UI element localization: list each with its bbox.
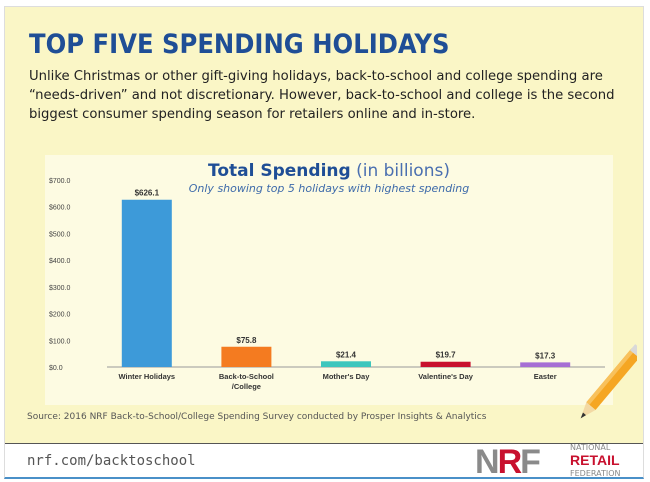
- x-tick-label: Back-to-School: [219, 372, 274, 381]
- bar: [121, 199, 172, 367]
- chart-title: Total Spending (in billions): [45, 161, 613, 181]
- chart-subtitle: Only showing top 5 holidays with highest…: [188, 182, 470, 195]
- content-area: TOP FIVE SPENDING HOLIDAYS Unlike Christ…: [5, 7, 643, 444]
- bar: [520, 362, 571, 367]
- logo-line3: FEDERATION: [570, 469, 621, 478]
- bar: [420, 361, 471, 367]
- logo-mark: NRF: [475, 443, 541, 481]
- y-tick-label: $400.0: [49, 258, 71, 265]
- intro-text: Unlike Christmas or other gift-giving ho…: [29, 69, 615, 122]
- x-tick-label: Mother's Day: [323, 372, 371, 381]
- y-tick-label: $600.0: [49, 205, 71, 212]
- page-title: TOP FIVE SPENDING HOLIDAYS: [29, 29, 450, 60]
- footer-url[interactable]: nrf.com/backtoschool: [27, 453, 196, 469]
- chart-panel: Total Spending (in billions) Only showin…: [45, 155, 613, 405]
- chart-title-suffix: (in billions): [356, 161, 450, 181]
- y-tick-label: $500.0: [49, 231, 71, 238]
- nrf-logo: NRF NATIONAL RETAIL FEDERATION: [475, 441, 635, 481]
- x-tick-label: /College: [232, 382, 261, 391]
- x-tick-label: Valentine's Day: [418, 372, 474, 381]
- bar-value-label: $17.3: [535, 351, 556, 360]
- y-tick-label: $0.0: [49, 365, 63, 372]
- pencil-icon: [580, 344, 637, 419]
- bar: [221, 346, 272, 367]
- y-tick-label: $300.0: [49, 285, 71, 292]
- logo-line1: NATIONAL: [570, 443, 611, 452]
- chart-title-main: Total Spending: [208, 161, 351, 181]
- logo-line2: RETAIL: [570, 452, 620, 468]
- y-tick-label: $200.0: [49, 312, 71, 319]
- bar-value-label: $21.4: [336, 350, 357, 359]
- x-tick-label: Winter Holidays: [118, 372, 175, 381]
- bar-value-label: $626.1: [135, 189, 160, 198]
- x-tick-label: Easter: [534, 372, 557, 381]
- bar-value-label: $19.7: [436, 351, 457, 360]
- infographic: TOP FIVE SPENDING HOLIDAYS Unlike Christ…: [4, 6, 644, 481]
- source-note: Source: 2016 NRF Back-to-School/College …: [27, 412, 487, 422]
- bar: [321, 361, 371, 367]
- y-tick-label: $700.0: [49, 178, 71, 185]
- bar-value-label: $75.8: [236, 336, 257, 345]
- y-tick-label: $100.0: [49, 338, 71, 345]
- bar-chart: $0.0 $100.0 $200.0 $300.0 $400.0 $500.0 $600.0…: [49, 178, 605, 391]
